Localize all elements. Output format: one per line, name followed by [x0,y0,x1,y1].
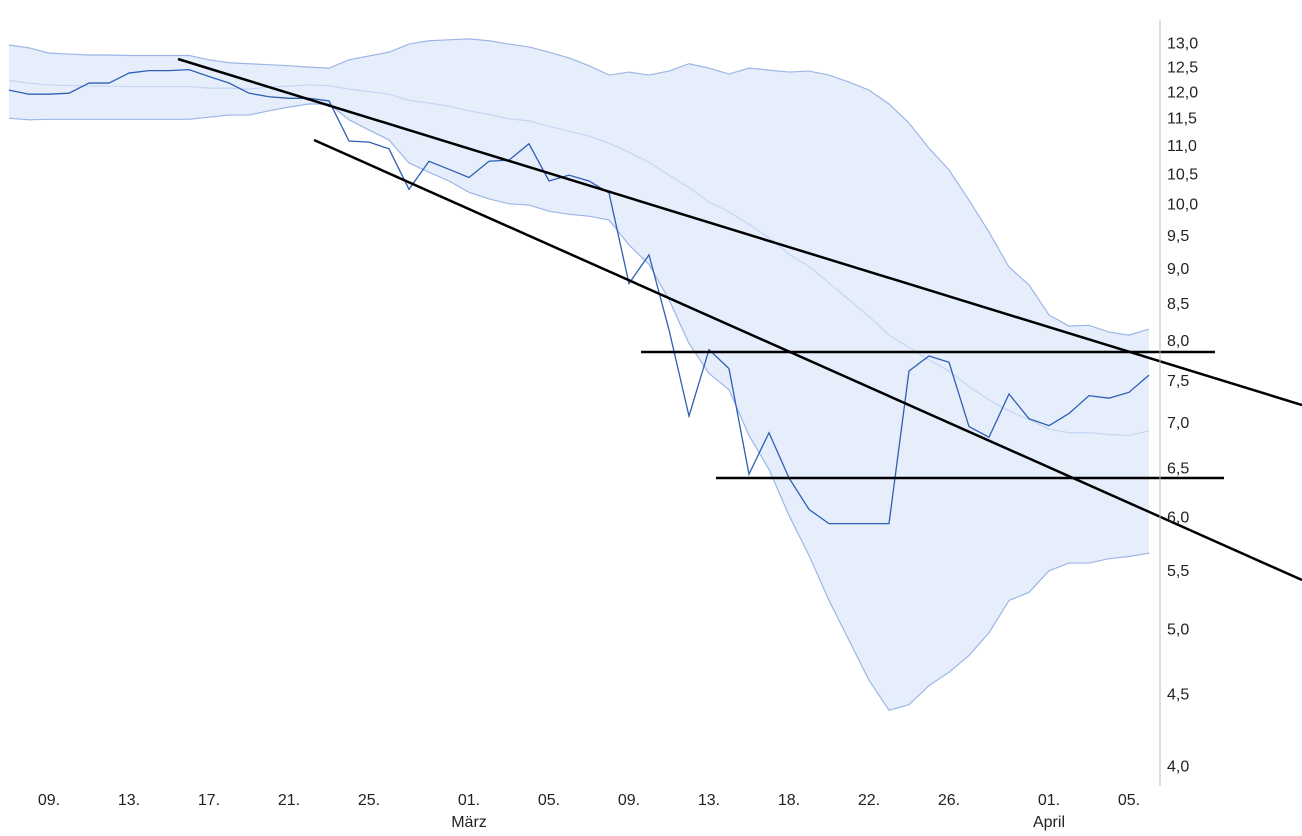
x-tick-label: 05. [1118,792,1140,809]
band-middle [8,79,1150,437]
y-tick-label: 5,5 [1167,563,1189,580]
y-tick-label: 4,0 [1167,759,1189,776]
band-fill [9,38,1149,711]
y-tick-label: 11,0 [1167,138,1197,155]
band-lower [8,103,1150,711]
x-tick-label: 26. [938,792,960,809]
x-tick-label: 18. [778,792,800,809]
x-tick-label: 25. [358,792,380,809]
y-tick-label: 6,0 [1167,510,1189,527]
y-tick-label: 11,5 [1167,111,1197,128]
x-tick-label: 13. [698,792,720,809]
y-tick-label: 8,0 [1167,333,1189,350]
x-tick-label: 09. [618,792,640,809]
y-tick-label: 6,5 [1167,461,1189,478]
month-label: März [451,814,487,831]
labels: 4,0 4,5 5,0 5,5 6,0 6,5 7,0 7,5 8,0 8,5 9,0 9,5 10,0… [38,35,1198,831]
y-tick-label: 5,0 [1167,622,1189,639]
y-tick-label: 12,5 [1167,59,1198,76]
trend-lines [177,57,1302,582]
y-tick-label: 10,0 [1167,196,1198,213]
y-tick-label: 7,5 [1167,373,1189,390]
marks [8,38,1150,711]
x-tick-label: 17. [198,792,220,809]
x-tick-label: 01. [458,792,480,809]
x-tick-label: 01. [1038,792,1060,809]
y-tick-label: 12,0 [1167,84,1198,101]
y-tick-label: 4,5 [1167,686,1189,703]
price-line [8,68,1150,525]
y-tick-label: 9,5 [1167,228,1189,245]
band-upper [8,38,1150,336]
y-tick-label: 8,5 [1167,296,1189,313]
month-label: April [1033,814,1065,831]
trend-line [177,57,1302,407]
x-tick-label: 21. [278,792,300,809]
x-tick-label: 09. [38,792,60,809]
y-tick-label: 9,0 [1167,261,1189,278]
y-tick-label: 10,5 [1167,166,1198,183]
x-tick-label: 05. [538,792,560,809]
trend-line [313,138,1302,582]
x-tick-label: 13. [118,792,140,809]
y-tick-label: 7,0 [1167,415,1189,432]
x-tick-label: 22. [858,792,880,809]
y-tick-label: 13,0 [1167,35,1198,52]
